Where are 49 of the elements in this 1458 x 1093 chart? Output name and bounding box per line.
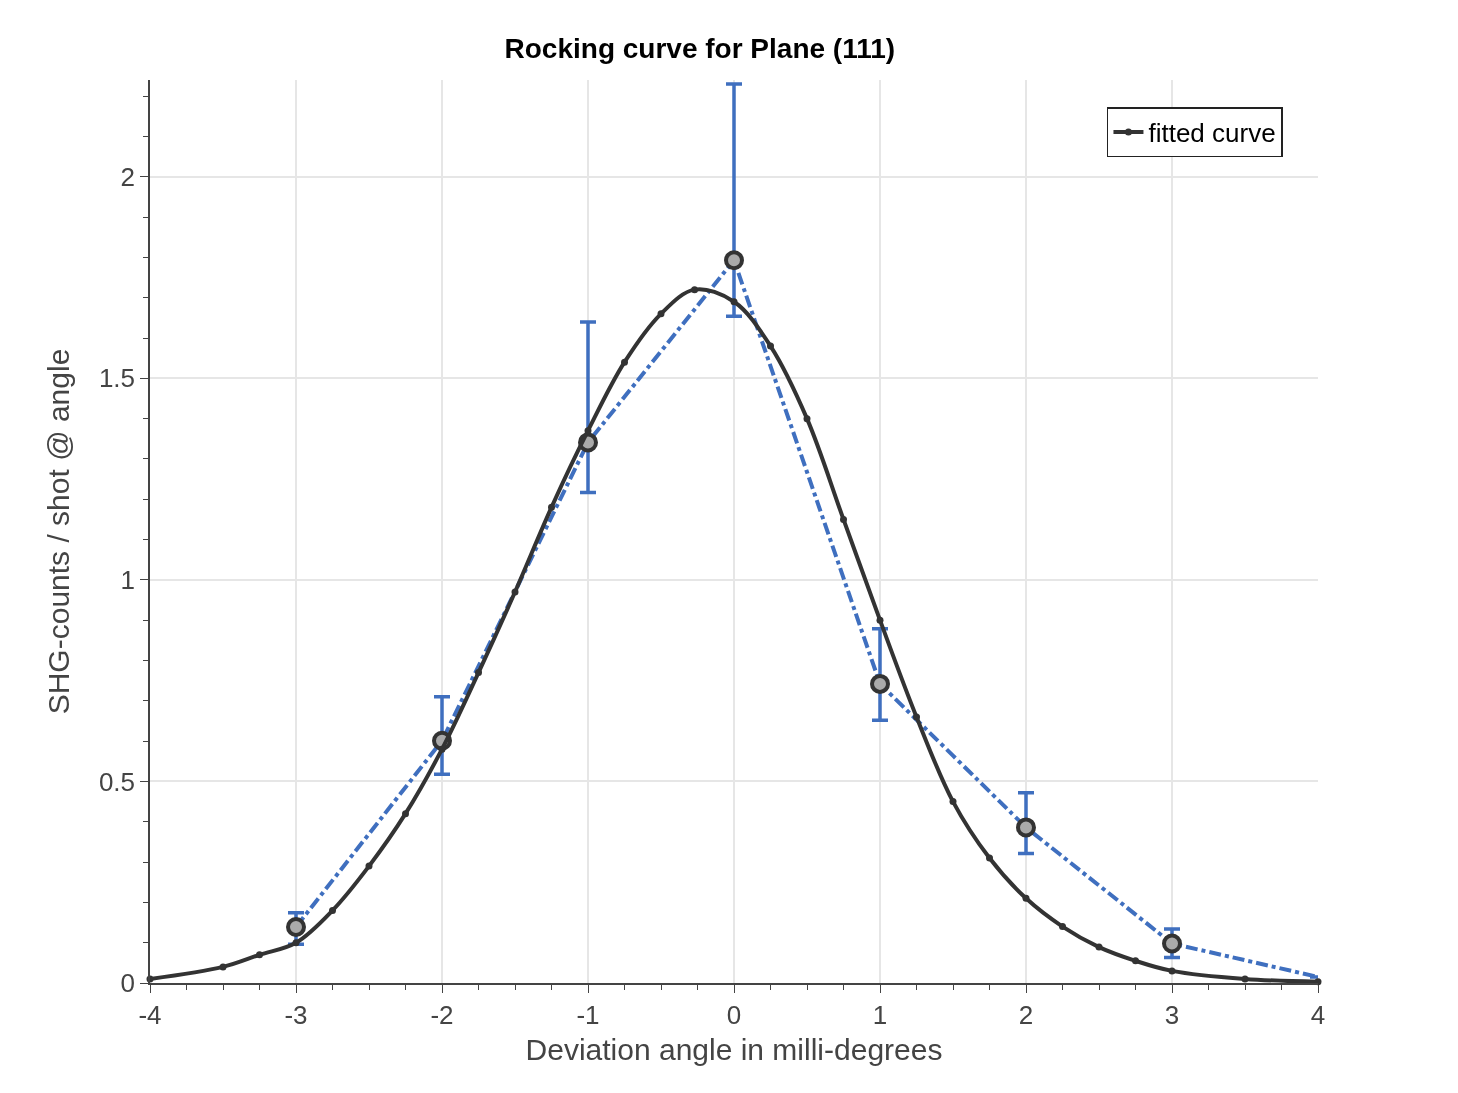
point <box>402 810 409 818</box>
point <box>329 906 336 914</box>
y-axis-title: SHG-counts / shot @ angle <box>42 348 76 715</box>
x-tick-label: -2 <box>430 999 454 1030</box>
point <box>1059 923 1066 931</box>
point <box>511 588 519 596</box>
point <box>1095 943 1103 951</box>
x-tick-label: 0 <box>726 999 742 1030</box>
y-tick-label: 0 <box>120 968 136 999</box>
y-tick-label: 1 <box>120 564 136 595</box>
x-tick-label: -3 <box>284 999 308 1030</box>
point <box>292 939 300 947</box>
point <box>870 673 890 694</box>
x-axis-title: Deviation angle in milli-degrees <box>525 1032 943 1066</box>
point <box>767 342 774 350</box>
x-tick-label: -1 <box>576 999 600 1030</box>
point <box>621 358 628 366</box>
point <box>1132 957 1139 965</box>
y-tick-label: 2 <box>120 161 136 192</box>
point <box>256 951 263 959</box>
point <box>1241 975 1249 983</box>
point <box>548 503 555 511</box>
x-tick-label: 4 <box>1310 999 1326 1030</box>
point <box>986 854 993 862</box>
point <box>219 963 227 971</box>
point <box>949 798 957 806</box>
x-tick-label: 1 <box>872 999 888 1030</box>
point <box>1168 967 1176 975</box>
point <box>475 669 482 677</box>
point <box>876 616 884 624</box>
chart-title: Rocking curve for Plane (111) <box>504 32 896 64</box>
point <box>1022 894 1030 902</box>
point <box>913 713 920 721</box>
point <box>438 745 446 753</box>
point <box>730 298 738 306</box>
point <box>657 310 665 318</box>
point <box>840 515 847 523</box>
point <box>1016 817 1036 838</box>
point <box>803 415 811 423</box>
x-tick-label: -4 <box>138 999 162 1030</box>
point <box>691 286 699 294</box>
legend-label: fitted curve <box>1148 118 1276 149</box>
point <box>724 250 744 271</box>
point <box>365 862 373 870</box>
y-tick-label: 1.5 <box>98 363 136 394</box>
point <box>286 916 306 937</box>
y-tick-label: 0.5 <box>98 766 136 797</box>
x-tick-label: 2 <box>1018 999 1034 1030</box>
x-tick-label: 3 <box>1164 999 1180 1030</box>
